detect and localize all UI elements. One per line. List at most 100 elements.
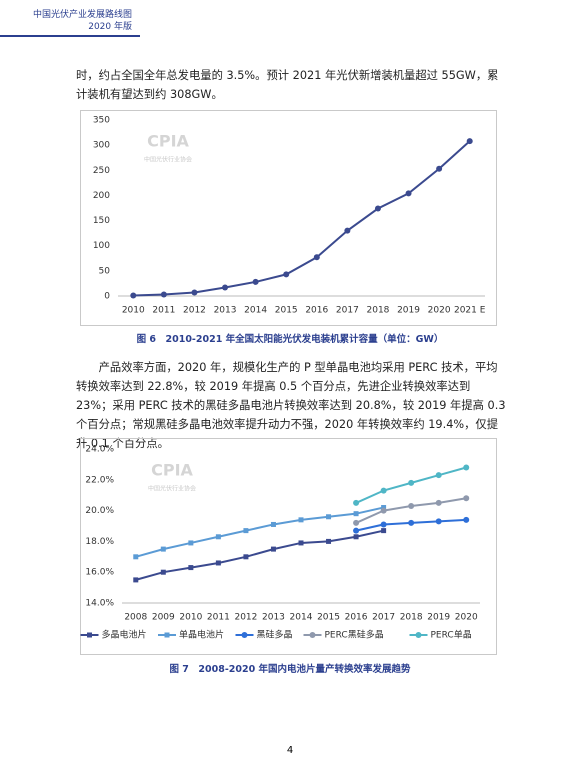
data-point xyxy=(191,289,198,296)
x-tick-label: 2017 xyxy=(336,306,359,316)
header-rule xyxy=(0,35,140,37)
data-point xyxy=(353,499,360,506)
data-point xyxy=(436,165,443,172)
data-point xyxy=(353,519,360,526)
data-point xyxy=(435,518,442,525)
data-point xyxy=(130,292,137,299)
caption: 图 6 2010-2021 年全国太阳能光伏发电装机累计容量（单位：GW） xyxy=(136,334,444,345)
chart-frame xyxy=(80,110,497,326)
watermark-logo: CPIA xyxy=(151,461,193,480)
data-point xyxy=(133,577,139,583)
data-point xyxy=(222,284,229,291)
x-tick-label: 2014 xyxy=(290,613,313,623)
x-tick-label: 2019 xyxy=(427,613,450,623)
data-point xyxy=(353,534,359,540)
caption: 图 7 2008-2020 年国内电池片量产转换效率发展趋势 xyxy=(169,664,411,675)
data-point xyxy=(463,464,470,471)
y-tick-label: 50 xyxy=(99,266,111,276)
x-tick-label: 2010 xyxy=(122,306,145,316)
data-point xyxy=(188,565,194,571)
data-point xyxy=(408,519,415,526)
data-point xyxy=(270,521,276,527)
watermark-org: 中国光伏行业协会 xyxy=(144,156,192,164)
series-line xyxy=(133,140,471,297)
legend-marker xyxy=(241,632,248,638)
y-tick-label: 22.0% xyxy=(85,475,114,485)
x-tick-label: 2019 xyxy=(397,306,420,316)
y-tick-label: 18.0% xyxy=(85,537,114,547)
data-point xyxy=(435,499,442,506)
x-tick-label: 2013 xyxy=(262,613,285,623)
series-line xyxy=(135,529,384,581)
data-point xyxy=(408,479,415,486)
x-tick-label: 2018 xyxy=(367,306,390,316)
data-point xyxy=(215,560,221,566)
data-point xyxy=(133,554,139,560)
y-tick-label: 16.0% xyxy=(85,568,114,578)
series-line xyxy=(135,506,384,558)
data-point xyxy=(326,514,332,520)
y-tick-label: 0 xyxy=(104,292,110,302)
x-tick-label: 2017 xyxy=(372,613,395,623)
header-title: 中国光伏产业发展路线图 xyxy=(32,10,132,20)
data-point xyxy=(353,527,360,534)
data-point xyxy=(374,205,381,212)
paragraph: 时，约占全国全年总发电量的 3.5%。预计 2021 年光伏新增装机量超过 55… xyxy=(76,69,499,101)
data-point xyxy=(160,291,167,298)
data-point xyxy=(313,254,320,261)
legend-label: 多晶电池片 xyxy=(102,629,147,641)
x-tick-label: 2016 xyxy=(305,306,328,316)
paragraph: 产品效率方面，2020 年，规模化生产的 P 型单晶电池均采用 PERC 技术，… xyxy=(76,361,506,450)
watermark-org: 中国光伏行业协会 xyxy=(148,485,196,493)
y-tick-label: 20.0% xyxy=(85,506,114,516)
x-tick-label: 2009 xyxy=(152,613,175,623)
x-tick-label: 2013 xyxy=(214,306,237,316)
x-tick-label: 2011 xyxy=(207,613,230,623)
y-tick-label: 14.0% xyxy=(85,599,114,609)
chart: CPIA 中国光伏行业协会 14.0% 16.0% 18.0% 20.0% 22.0% 24.… xyxy=(80,445,480,641)
x-tick-label: 2014 xyxy=(244,306,267,316)
data-point xyxy=(243,528,249,534)
y-tick-label: 350 xyxy=(93,116,110,126)
data-point xyxy=(381,528,387,534)
y-tick-label: 150 xyxy=(93,216,110,226)
legend-marker xyxy=(87,632,92,638)
data-point xyxy=(408,502,415,509)
data-point xyxy=(466,138,473,145)
x-tick-label: 2012 xyxy=(183,306,206,316)
chart-frame xyxy=(80,438,497,655)
data-point xyxy=(463,495,470,502)
page-number: 4 xyxy=(286,745,294,756)
x-tick-label: 2021 E xyxy=(454,306,486,316)
y-tick-label: 300 xyxy=(93,141,110,151)
data-point xyxy=(160,546,166,552)
y-tick-label: 250 xyxy=(93,166,110,176)
legend-marker xyxy=(309,632,316,638)
data-point xyxy=(380,521,387,528)
x-tick-label: 2018 xyxy=(400,613,423,623)
data-point xyxy=(405,190,412,197)
legend-marker xyxy=(164,632,170,638)
x-tick-label: 2011 xyxy=(152,306,175,316)
legend-label: PERC黑硅多晶 xyxy=(325,629,384,641)
legend-label: PERC单晶 xyxy=(431,629,472,641)
y-tick-label: 24.0% xyxy=(85,445,114,455)
watermark-logo: CPIA xyxy=(147,132,189,151)
y-tick-label: 200 xyxy=(93,191,110,201)
data-point xyxy=(380,507,387,514)
x-tick-label: 2015 xyxy=(317,613,340,623)
data-point xyxy=(270,546,276,552)
x-tick-label: 2008 xyxy=(124,613,147,623)
data-point xyxy=(463,516,470,523)
header: 中国光伏产业发展路线图 2020 年版 xyxy=(30,9,132,33)
data-point xyxy=(283,271,290,278)
data-point xyxy=(243,554,249,560)
data-point xyxy=(326,538,332,544)
data-point xyxy=(160,569,166,575)
data-point xyxy=(380,487,387,494)
y-tick-label: 100 xyxy=(93,241,110,251)
x-tick-label: 2020 xyxy=(455,613,478,623)
data-point xyxy=(435,472,442,479)
x-tick-label: 2016 xyxy=(345,613,368,623)
